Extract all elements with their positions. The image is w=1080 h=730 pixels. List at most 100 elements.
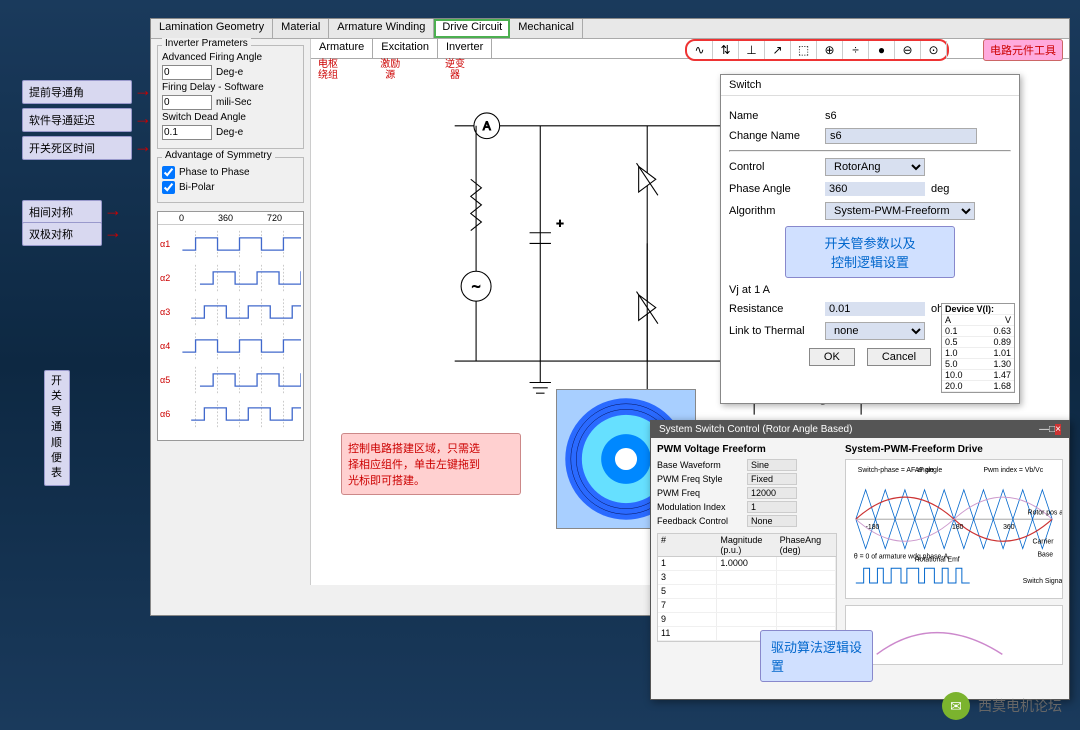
control-select[interactable]: RotorAng [825, 158, 925, 176]
tool-icon[interactable]: ⊖ [895, 41, 921, 59]
tool-icon[interactable]: ⊥ [739, 41, 765, 59]
name-value: s6 [825, 110, 837, 122]
svg-text:+: + [556, 215, 564, 230]
waveform-row: α1 [160, 227, 301, 261]
delay-label: Firing Delay - Software [162, 82, 299, 93]
callout-phase: 相间对称 [22, 200, 102, 224]
tick-label: 0 [179, 213, 184, 223]
callout-switch-table: 开 关 导 通 顺 便 表 [44, 370, 70, 486]
phase-value[interactable]: 360 [825, 182, 925, 196]
tool-icon[interactable]: ∿ [687, 41, 713, 59]
sys-title: System Switch Control (Rotor Angle Based… [659, 424, 852, 435]
tool-icon[interactable]: ÷ [843, 41, 869, 59]
link-label: Link to Thermal [729, 325, 819, 337]
dialog-title: Switch [721, 75, 1019, 96]
switch-callout: 开关管参数以及 控制逻辑设置 [785, 226, 955, 278]
left-panel: Inverter Prameters Advanced Firing Angle… [151, 39, 311, 585]
circuit-callout: 控制电路搭建区域，只需选 择相应组件，单击左键拖到 光标即可搭建。 [341, 433, 521, 495]
symmetry-group: Advantage of Symmetry Phase to Phase Bi-… [157, 157, 304, 203]
waveform-row: α5 [160, 363, 301, 397]
sub-tab-note: 电枢 绕组 [313, 59, 343, 81]
bipolar-checkbox[interactable] [162, 181, 175, 194]
waveform-row: α2 [160, 261, 301, 295]
callout-adv-angle: 提前导通角 [22, 80, 132, 104]
waveform-row: α4 [160, 329, 301, 363]
svg-text:AF angle: AF angle [915, 467, 943, 474]
dead-input[interactable] [162, 125, 212, 140]
close-icon[interactable]: × [1055, 424, 1061, 435]
phase-label: Phase Angle [729, 183, 819, 195]
unit-label: deg [931, 183, 949, 195]
tool-icon[interactable]: ⊕ [817, 41, 843, 59]
tool-icon[interactable]: ⇅ [713, 41, 739, 59]
svg-text:A: A [483, 120, 491, 133]
delay-input[interactable] [162, 95, 212, 110]
chname-input[interactable] [825, 128, 977, 144]
tool-icon[interactable]: ↗ [765, 41, 791, 59]
tab-drive-circuit[interactable]: Drive Circuit [434, 19, 510, 38]
res-value[interactable]: 0.01 [825, 302, 925, 316]
fb-label: Feedback Control [657, 516, 747, 526]
unit-label: mili-Sec [216, 97, 254, 108]
arrow-icon: → [104, 222, 122, 243]
adv-firing-input[interactable] [162, 65, 212, 80]
mod-input[interactable]: 1 [747, 501, 797, 513]
harmonic-table: #Magnitude (p.u.)PhaseAng (deg)11.000035… [657, 533, 837, 642]
freqstyle-select[interactable]: Fixed [747, 473, 797, 485]
tab-winding[interactable]: Armature Winding [329, 19, 434, 38]
waveform-row: α6 [160, 397, 301, 431]
phase-label: Phase to Phase [179, 167, 250, 178]
svg-text:Base: Base [1037, 551, 1053, 558]
algo-select[interactable]: System-PWM-Freeform [825, 202, 975, 220]
tab-mechanical[interactable]: Mechanical [510, 19, 583, 38]
tab-lamination[interactable]: Lamination Geometry [151, 19, 273, 38]
group-title: Advantage of Symmetry [162, 150, 275, 161]
ok-button[interactable]: OK [809, 348, 855, 366]
name-label: Name [729, 110, 819, 122]
inverter-params-group: Inverter Prameters Advanced Firing Angle… [157, 45, 304, 149]
wechat-icon: ✉ [942, 692, 970, 720]
unit-label: Deg-e [216, 67, 254, 78]
switch-dialog: Switch Names6 Change Name ControlRotorAn… [720, 74, 1020, 404]
pwm-group-title: PWM Voltage Freeform [657, 444, 837, 455]
unit-label: Deg-e [216, 127, 254, 138]
svg-text:Rotor pos angle, θ: Rotor pos angle, θ [1028, 509, 1062, 516]
tool-icon[interactable]: ⬚ [791, 41, 817, 59]
svg-text:360: 360 [1003, 524, 1015, 531]
chname-label: Change Name [729, 130, 819, 142]
svg-text:Switch Signal: Switch Signal [1023, 578, 1062, 585]
dead-label: Switch Dead Angle [162, 112, 299, 123]
drive-group-title: System-PWM-Freeform Drive [845, 444, 1063, 455]
tool-label: 电路元件工具 [983, 39, 1063, 61]
sub-tab-armature[interactable]: Armature电枢 绕组 [311, 39, 373, 58]
tool-icon[interactable]: ● [869, 41, 895, 59]
link-select[interactable]: none [825, 322, 925, 340]
tool-icon[interactable]: ⊙ [921, 41, 947, 59]
base-select[interactable]: Sine [747, 459, 797, 471]
circuit-toolbar: ∿⇅⊥↗⬚⊕÷●⊖⊙ [685, 39, 949, 61]
footer: ✉ 西莫电机论坛 [942, 692, 1062, 720]
svg-text:-180: -180 [866, 524, 880, 531]
tab-material[interactable]: Material [273, 19, 329, 38]
svg-text:Carrier: Carrier [1033, 539, 1055, 546]
freq-label: PWM Freq [657, 488, 747, 498]
base-label: Base Waveform [657, 460, 747, 470]
cancel-button[interactable]: Cancel [867, 348, 931, 366]
sub-tab-inverter[interactable]: Inverter逆变 器 [438, 39, 492, 58]
svg-text:Pwm index = Vb/Vc: Pwm index = Vb/Vc [983, 467, 1043, 474]
bipolar-label: Bi-Polar [179, 182, 215, 193]
freq-input[interactable]: 12000 [747, 487, 797, 499]
footer-text: 西莫电机论坛 [978, 696, 1062, 716]
device-table: Device V(I):AV0.10.630.50.891.01.015.01.… [941, 303, 1015, 393]
sub-tab-excitation[interactable]: Excitation激励 源 [373, 39, 438, 58]
sub-tab-note: 激励 源 [375, 59, 405, 81]
freqstyle-label: PWM Freq Style [657, 474, 747, 484]
svg-text:θ = 0 of armature wdg phase-A: θ = 0 of armature wdg phase-A [854, 553, 949, 560]
algo-label: Algorithm [729, 205, 819, 217]
minimize-icon[interactable]: — [1039, 424, 1049, 435]
callout-dead: 开关死区时间 [22, 136, 132, 160]
phase-checkbox[interactable] [162, 166, 175, 179]
vj-label: Vj at 1 A [729, 284, 819, 296]
fb-select[interactable]: None [747, 515, 797, 527]
svg-text:180: 180 [952, 524, 964, 531]
